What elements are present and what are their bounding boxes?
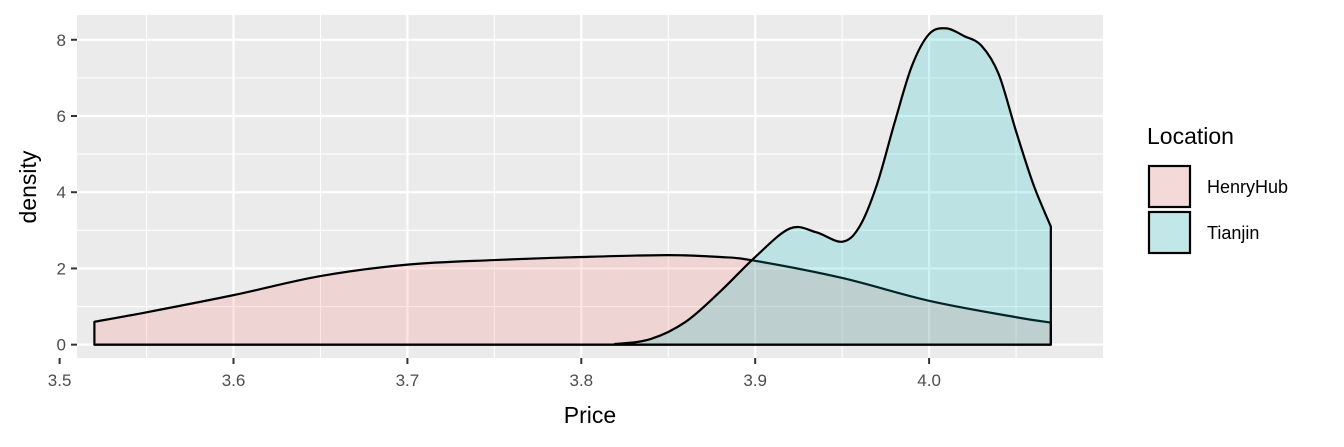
x-tick-label: 3.7 <box>396 371 420 390</box>
y-tick-label: 4 <box>57 183 66 202</box>
legend-key-bg <box>1148 211 1191 254</box>
grid-major <box>58 15 1103 358</box>
x-tick-label: 3.9 <box>743 371 767 390</box>
legend-title: Location <box>1147 123 1234 149</box>
legend-key-bg <box>1148 165 1191 208</box>
x-tick-label: 3.6 <box>222 371 246 390</box>
density-area-tianjin <box>93 27 1052 346</box>
y-axis-title: density <box>15 150 41 223</box>
x-tick-label: 4.0 <box>917 371 941 390</box>
legend-key-henryhub <box>1147 164 1192 209</box>
legend-key-tianjin <box>1147 210 1192 255</box>
x-axis: 3.5 3.6 3.7 3.8 3.9 4.0 <box>48 358 941 390</box>
x-tick-label: 3.8 <box>569 371 593 390</box>
density-area-henryhub <box>93 254 1052 346</box>
legend-label-tianjin: Tianjin <box>1207 223 1259 243</box>
legend: Location HenryHub Tianjin <box>1147 123 1288 255</box>
legend-label-henryhub: HenryHub <box>1207 177 1288 197</box>
x-tick-label: 3.5 <box>48 371 72 390</box>
y-tick-label: 8 <box>57 31 66 50</box>
y-tick-label: 6 <box>57 107 66 126</box>
density-areas <box>93 27 1052 346</box>
x-axis-title: Price <box>564 402 616 428</box>
y-tick-label: 0 <box>57 336 66 355</box>
y-tick-label: 2 <box>57 259 66 278</box>
y-axis: 0 2 4 6 8 <box>57 31 77 355</box>
grid-minor <box>77 15 1103 358</box>
